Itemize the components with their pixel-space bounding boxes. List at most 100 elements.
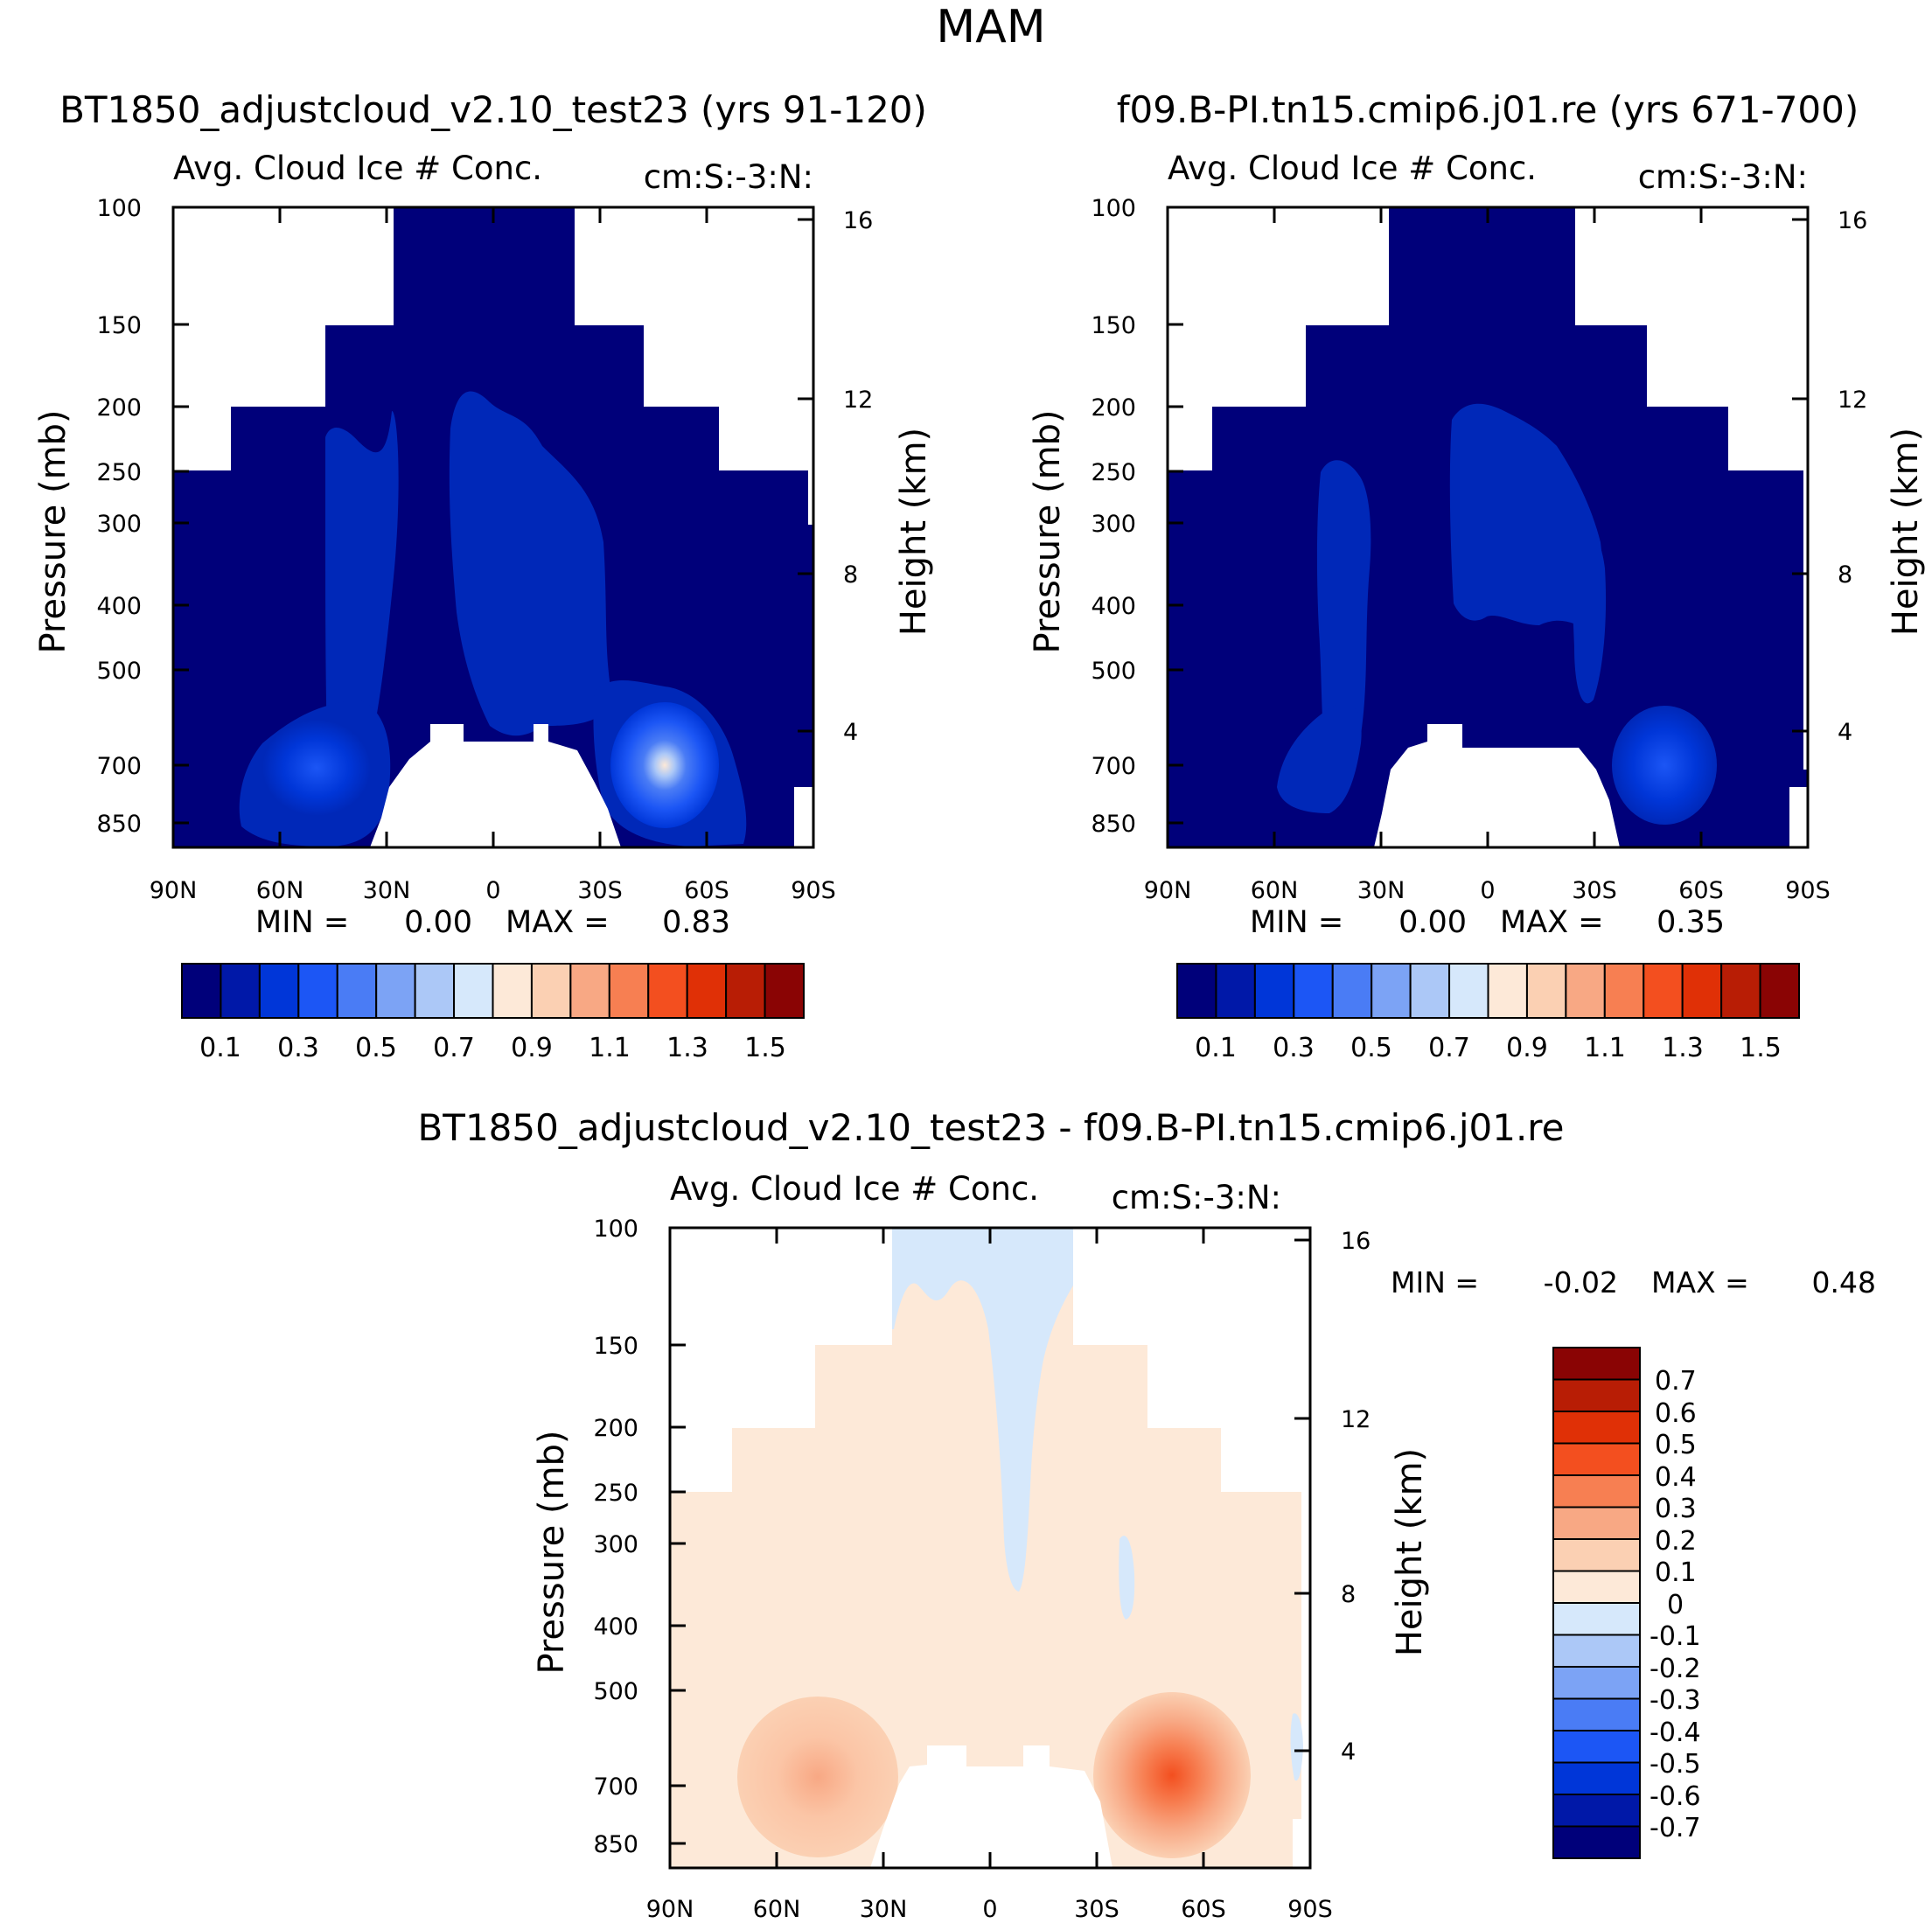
colorbar-swatch — [1215, 963, 1256, 1019]
tick-label: 30N — [363, 877, 411, 904]
panel-control: f09.B-PI.tn15.cmip6.j01.re (yrs 671-700)… — [1028, 88, 1926, 1063]
y-tick-labels-right: 16 12 8 4 — [1341, 1228, 1371, 1766]
colorbar-swatch — [1643, 963, 1684, 1019]
tick-label: 16 — [1341, 1228, 1371, 1255]
tick-label: 90N — [1144, 877, 1192, 904]
colorbar-label: 0.7 — [433, 1033, 475, 1063]
tick-label: 700 — [1091, 753, 1136, 780]
y-axis-label-right: Height (km) — [894, 428, 934, 636]
y-tick-labels-right: 16 12 8 4 — [843, 207, 873, 746]
y-axis-label-right: Height (km) — [1886, 428, 1926, 636]
y-tick-labels-left: 100 150 200 250 300 400 500 700 850 — [96, 195, 142, 838]
colorbar-swatch — [1552, 1697, 1641, 1731]
colorbar-label: 0.9 — [1506, 1033, 1548, 1063]
y-tick-labels-left: 100 150 200 250 300 400 500 700 850 — [1091, 195, 1136, 838]
x-tick-labels: 90N 60N 30N 0 30S 60S 90S — [150, 877, 836, 904]
colorbar-labels: 0.1 0.3 0.5 0.7 0.9 1.1 1.3 1.5 — [199, 1033, 786, 1063]
colorbar-swatch — [375, 963, 416, 1019]
contour-lower-left — [1277, 703, 1362, 813]
colorbar-label: -0.7 — [1650, 1813, 1701, 1843]
tick-label: 250 — [593, 1480, 638, 1507]
tick-label: 250 — [1091, 459, 1136, 486]
colorbar-swatch — [1603, 963, 1645, 1019]
tick-label: 100 — [593, 1216, 638, 1243]
contour-pos-right — [1093, 1692, 1251, 1858]
tick-label: 30S — [1572, 877, 1617, 904]
tick-label: 300 — [96, 511, 142, 538]
tick-label: 200 — [96, 394, 142, 422]
min-label: MIN = — [255, 905, 349, 940]
min-value: 0.00 — [1398, 905, 1467, 940]
tick-label: 8 — [1838, 561, 1852, 589]
panel-subtitle: Avg. Cloud Ice # Conc. — [173, 150, 542, 187]
colorbar-swatch — [1552, 1474, 1641, 1508]
min-max-readout: MIN = 0.00 MAX = 0.83 — [255, 905, 730, 940]
colorbar — [181, 963, 805, 1019]
units-label: cm:S:-3:N: — [1638, 158, 1808, 196]
min-value: 0.00 — [404, 905, 472, 940]
colorbar-swatch — [1552, 1411, 1641, 1445]
tick-label: 60N — [753, 1896, 801, 1923]
x-axis — [171, 207, 815, 847]
tick-label: 8 — [1341, 1581, 1356, 1608]
tick-label: 4 — [1341, 1738, 1356, 1766]
colorbar-label: 1.3 — [666, 1033, 708, 1063]
colorbar-swatch — [608, 963, 650, 1019]
panel-title: f09.B-PI.tn15.cmip6.j01.re (yrs 671-700) — [1117, 88, 1859, 131]
units-label: cm:S:-3:N: — [644, 158, 813, 196]
colorbar-labels: 0.1 0.3 0.5 0.7 0.9 1.1 1.3 1.5 — [1195, 1033, 1782, 1063]
colorbar-swatch — [725, 963, 766, 1019]
y-axis-label: Pressure (mb) — [1028, 409, 1068, 653]
contour-negative-spot — [1119, 1536, 1135, 1620]
colorbar-swatch — [492, 963, 533, 1019]
y-tick-labels-left: 100 150 200 250 300 400 500 700 850 — [593, 1216, 638, 1858]
colorbar-label: 0.1 — [199, 1033, 241, 1063]
tick-label: 0 — [1480, 877, 1495, 904]
tick-label: 500 — [1091, 658, 1136, 685]
tick-label: 8 — [843, 561, 858, 589]
colorbar-swatch — [1525, 963, 1567, 1019]
min-label: MIN = — [1391, 1265, 1479, 1299]
colorbar-label: 0.6 — [1655, 1398, 1697, 1429]
contour-negative-column — [892, 1228, 1073, 1592]
colorbar-label: 1.1 — [589, 1033, 631, 1063]
contour-upper-center — [449, 391, 612, 736]
y-axis-left — [670, 1226, 686, 1845]
tick-label: 850 — [96, 811, 142, 838]
contour-negative-edge — [1290, 1713, 1303, 1781]
ground-mask — [370, 724, 621, 847]
tick-label: 850 — [593, 1831, 638, 1858]
tick-label: 200 — [1091, 394, 1136, 422]
tick-label: 16 — [1838, 207, 1867, 234]
y-axis-left — [173, 206, 189, 825]
tick-label: 90N — [150, 877, 198, 904]
ground-mask — [1374, 724, 1620, 847]
tick-label: 4 — [1838, 719, 1852, 746]
colorbar-label: -0.2 — [1650, 1654, 1701, 1684]
min-max-readout: MIN = 0.00 MAX = 0.35 — [1250, 905, 1725, 940]
colorbar-label: -0.3 — [1650, 1685, 1701, 1716]
colorbar-swatch — [1552, 1666, 1641, 1700]
y-tick-labels-right: 16 12 8 4 — [1838, 207, 1867, 746]
y-axis-right — [1294, 1238, 1310, 1752]
ground-mask — [870, 1745, 1112, 1868]
colorbar-swatch — [453, 963, 494, 1019]
colorbar-label: -0.4 — [1650, 1717, 1701, 1748]
max-value: 0.48 — [1812, 1265, 1876, 1299]
colorbar-label: -0.6 — [1650, 1781, 1701, 1812]
colorbar-swatch — [647, 963, 688, 1019]
colorbar-swatch — [1552, 1538, 1641, 1572]
min-label: MIN = — [1250, 905, 1343, 940]
tick-label: 12 — [843, 387, 873, 414]
tick-label: 400 — [593, 1613, 638, 1641]
colorbar-swatch — [220, 963, 261, 1019]
contour-max-right — [610, 702, 719, 828]
tick-label: 30S — [577, 877, 623, 904]
contour-upper-left — [1316, 460, 1371, 777]
tick-label: 100 — [96, 195, 142, 222]
colorbar-swatch — [414, 963, 456, 1019]
y-axis-left — [1168, 206, 1183, 825]
colorbar-swatch — [297, 963, 338, 1019]
colorbar-label: 1.5 — [744, 1033, 786, 1063]
colorbar-swatch — [1176, 963, 1217, 1019]
